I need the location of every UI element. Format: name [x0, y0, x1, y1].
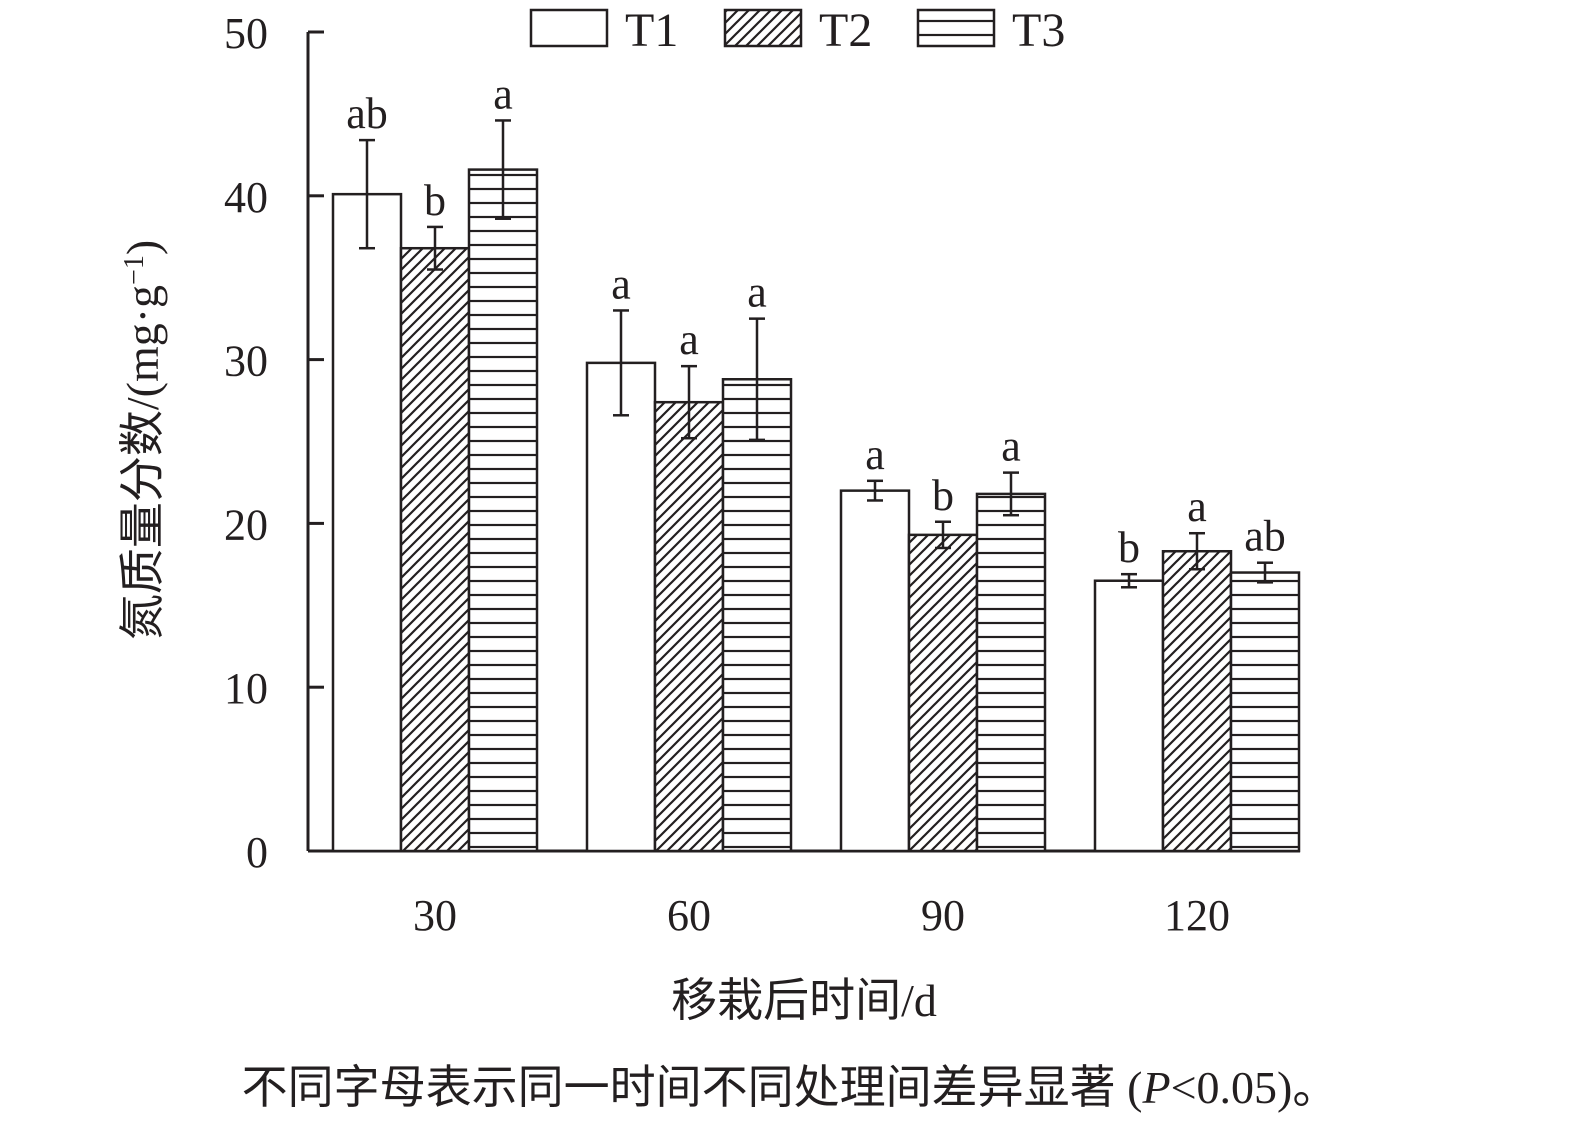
error-bar [1003, 471, 1019, 517]
significance-label: b [1118, 523, 1140, 572]
bar-t1 [1093, 579, 1165, 853]
legend-label: T1 [625, 4, 678, 57]
significance-label: a [1187, 482, 1207, 531]
error-bar [613, 309, 629, 417]
x-axis: 30 60 90 120 [308, 849, 1300, 940]
legend-label: T2 [819, 4, 872, 57]
error-bar [427, 225, 443, 271]
bar-t1 [331, 192, 403, 853]
error-bar [867, 479, 883, 502]
y-tick-label: 50 [224, 9, 268, 58]
significance-label: a [865, 430, 885, 479]
y-tick-label: 20 [224, 500, 268, 549]
error-bar [495, 119, 511, 220]
error-bar [359, 138, 375, 250]
legend-item-t1: T1 [529, 4, 678, 57]
y-tick-label: 0 [246, 828, 268, 877]
x-tick-label: 90 [921, 891, 965, 940]
legend-item-t2: T2 [723, 4, 872, 57]
error-bar [1189, 531, 1205, 571]
legend-label: T3 [1012, 4, 1065, 57]
legend-swatch [723, 8, 803, 48]
error-bar [1121, 572, 1137, 589]
error-bar [935, 520, 951, 550]
legend-swatch [916, 8, 996, 48]
y-axis: 0 10 20 30 40 50 [224, 9, 324, 877]
bar-t2 [399, 246, 471, 853]
significance-label: b [932, 471, 954, 520]
bar-t2 [653, 400, 725, 853]
bar-t1 [585, 361, 657, 853]
error-bar [1257, 561, 1273, 584]
error-bar [749, 317, 765, 442]
significance-label: b [424, 176, 446, 225]
bar-t1 [839, 489, 911, 853]
bar-t3 [721, 378, 793, 853]
bar-t2 [907, 533, 979, 853]
y-axis-title: 氮质量分数/(mg·g−1) [117, 240, 168, 640]
significance-label: ab [1244, 512, 1286, 561]
significance-label: a [611, 259, 631, 308]
bar-t2 [1161, 549, 1233, 853]
bar-t3 [975, 492, 1047, 853]
significance-label: a [1001, 422, 1021, 471]
x-axis-title: 移栽后时间/d [671, 975, 937, 1026]
significance-label: a [747, 268, 767, 317]
significance-label: ab [346, 89, 388, 138]
y-tick-label: 10 [224, 664, 268, 713]
x-tick-label: 120 [1164, 891, 1230, 940]
error-bar [681, 364, 697, 440]
bar-t3 [467, 168, 539, 853]
significance-label: a [679, 315, 699, 364]
significance-label: a [493, 69, 513, 118]
x-tick-label: 30 [413, 891, 457, 940]
y-tick-label: 30 [224, 337, 268, 386]
legend-item-t3: T3 [916, 4, 1065, 57]
y-tick-label: 40 [224, 173, 268, 222]
legend-swatch [529, 8, 609, 48]
bar-t3 [1229, 571, 1301, 853]
legend: T1 T2 T3 [529, 4, 1065, 57]
x-tick-label: 60 [667, 891, 711, 940]
figure-note: 不同字母表示同一时间不同处理间差异显著 (P<0.05)。 [242, 1062, 1339, 1113]
